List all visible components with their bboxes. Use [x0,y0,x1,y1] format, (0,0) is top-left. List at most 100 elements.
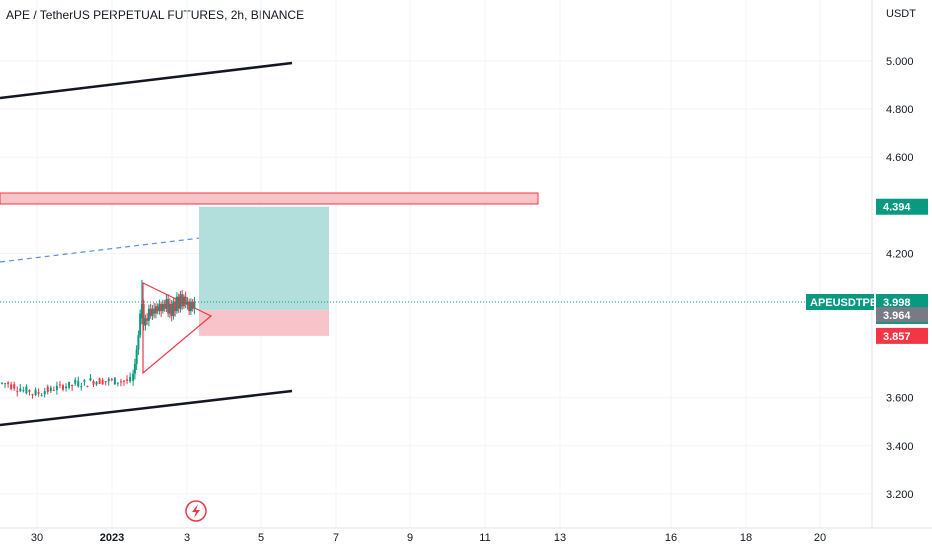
candle-body [55,385,58,391]
candle-body [71,384,74,387]
candle-body [31,394,34,396]
candle-body [95,382,98,385]
candle [49,385,52,394]
y-tick-label: 4.200 [886,248,914,260]
candle [119,378,122,387]
y-tick-label: 3.400 [886,441,914,453]
candle [191,298,194,312]
candle [43,387,46,398]
candle-body [160,303,163,312]
drawings[interactable] [0,61,872,427]
candle [86,385,89,388]
y-tick-label: 3.600 [886,393,914,405]
candle-body [126,379,129,381]
x-tick-label: 7 [333,532,339,544]
candle [101,377,104,385]
candle [132,369,135,386]
candle-body [146,318,149,321]
candle [177,293,180,313]
candle-body [137,335,140,350]
long-position-profit-zone[interactable] [199,206,329,311]
candle [55,381,58,395]
candle [52,386,55,392]
candle-body [92,380,95,385]
candle [34,387,37,397]
candle-body [74,380,77,384]
candle [28,389,31,396]
candle-body [123,380,125,382]
candle-body [80,386,83,388]
candle [142,299,145,331]
candle [62,383,64,392]
channel-upper-line[interactable] [0,61,293,100]
grid-lines [0,0,932,529]
candle-body [62,385,64,390]
candle [46,384,49,395]
candle-body [175,296,178,312]
entry-price-tag: 3.964 [876,307,928,323]
candle [149,303,152,319]
candle-body [165,299,168,309]
candle-body [107,378,110,382]
candle-body [43,391,46,395]
candle-body [188,301,191,312]
candle-body [139,313,142,336]
candle-body [163,303,166,309]
candle [65,383,68,392]
stop-price-tag-bg [876,327,928,344]
y-tick-label: 4.600 [886,152,914,164]
candle-body [46,386,49,392]
candle [1,382,3,385]
event-marker[interactable] [185,500,207,522]
x-tick-label: 3 [184,532,190,544]
candle-body [13,384,16,389]
candle-body [170,303,173,316]
candle [104,381,107,386]
long-position-loss-zone[interactable] [199,310,329,336]
candle [74,377,77,386]
candle-body [174,301,177,312]
time-axis[interactable]: 30 2023 3 5 7 9 11 13 16 18 20 [31,532,826,544]
candle-body [135,349,138,365]
candle-body [154,306,157,314]
x-tick-label: 16 [665,532,677,544]
candle-body [40,395,43,397]
candle [174,297,177,317]
symbol-tag: APEUSDTPERP [806,293,893,310]
candle-body [110,379,113,381]
chart-title: APE / TetherUS PERPETUAL FUTURES, 2h, BI… [6,8,305,22]
symbol-tag-bg [806,293,874,310]
candle [68,381,71,390]
candle [161,299,164,314]
candle [31,393,34,399]
symbol-label: APEUSDTPERP [810,297,893,309]
candle-body [132,373,135,381]
candle [77,376,80,388]
candle [158,299,161,315]
y-tick-label: 5.000 [886,56,914,68]
candle-body [89,378,92,381]
candle-body [16,390,19,392]
candle [160,301,163,317]
candle-body [4,383,7,385]
candle-body [182,296,185,307]
candle-body [140,303,143,319]
candle-body [10,384,13,390]
candle [167,294,170,318]
price-axis[interactable]: USDT 5.000 4.800 4.600 4.200 3.600 3.400 3.200 [886,8,916,501]
candle-body [7,382,10,385]
candle-body [181,294,184,307]
candle [182,294,185,309]
candle [139,309,142,338]
resistance-zone[interactable] [0,192,539,205]
channel-lower-line[interactable] [0,389,293,427]
candle [179,290,182,313]
candle-body [104,381,107,383]
x-tick-label: 20 [814,532,826,544]
candle [16,386,19,397]
currency-label: USDT [886,8,916,20]
entry-price-tag-bg [876,307,928,323]
candle-body [1,382,3,384]
